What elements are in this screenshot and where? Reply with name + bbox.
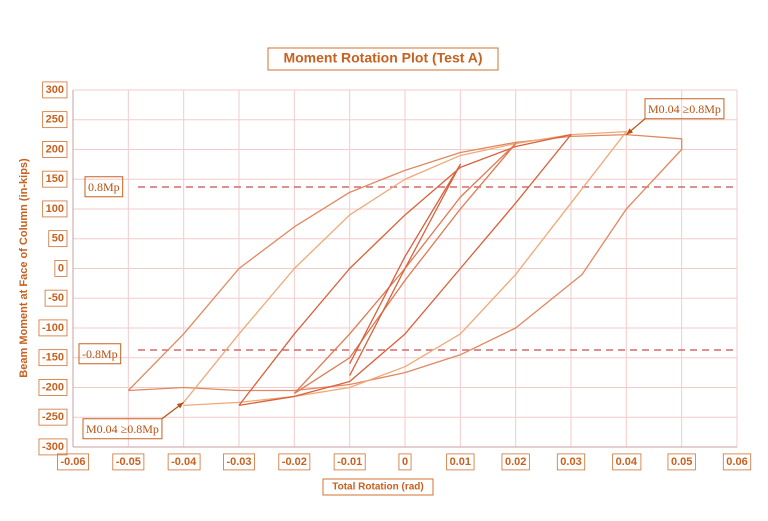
y-tick-label: -300: [42, 441, 64, 453]
y-tick-label: 300: [46, 84, 64, 96]
annotation: M0.04 ≥0.8Mp: [86, 422, 159, 436]
x-tick-label: -0.03: [226, 456, 251, 468]
y-tick-label: -200: [42, 381, 64, 393]
label-box: [38, 379, 68, 396]
label-box: [42, 111, 68, 129]
y-tick-label: 100: [46, 203, 64, 215]
annotation: 0.8Mp: [88, 180, 120, 194]
hysteresis-line: [293, 142, 517, 394]
y-tick-label: 200: [46, 143, 64, 155]
label-box: [42, 200, 68, 218]
label-box: [57, 453, 89, 471]
x-tick-label: -0.04: [171, 456, 197, 468]
x-tick-label: -0.02: [282, 456, 307, 468]
y-tick-label: 250: [46, 114, 64, 126]
label-box: [38, 349, 68, 367]
label-box: [167, 453, 201, 471]
label-box: [556, 453, 586, 471]
hysteresis-line: [183, 131, 627, 406]
label-box: [44, 289, 68, 307]
label-box: [278, 453, 311, 471]
label-box: [48, 230, 68, 248]
x-tick-label: 0.06: [726, 456, 747, 468]
y-axis-label: Beam Moment at Face of Column (in-kips): [18, 158, 30, 378]
x-axis-label: Total Rotation (rad): [332, 482, 423, 493]
y-tick-label: -150: [42, 352, 64, 364]
x-tick-label: 0.04: [616, 456, 638, 468]
label-box: [42, 141, 68, 158]
x-tick-label: 0.01: [450, 456, 471, 468]
y-tick-label: -250: [42, 411, 64, 423]
label-box: [612, 453, 642, 471]
xlabel-box: [322, 478, 434, 496]
x-tick-label: 0.02: [505, 456, 526, 468]
label-box: [667, 453, 696, 471]
y-tick-label: -100: [42, 322, 64, 334]
label-box: [38, 319, 68, 337]
annotation-box: [84, 176, 124, 198]
annotation: -0.8Mp: [82, 347, 118, 361]
annotation: M0.04 ≥0.8Mp: [648, 102, 721, 116]
label-box: [42, 170, 68, 188]
x-tick-label: -0.06: [60, 456, 85, 468]
label-box: [446, 453, 475, 471]
chart-title: Moment Rotation Plot (Test A): [283, 50, 482, 66]
label-box: [333, 453, 366, 471]
hysteresis-line: [238, 133, 572, 406]
hysteresis-line: [127, 133, 683, 392]
label-box: [38, 408, 68, 426]
annotation-box: [82, 418, 163, 440]
title-box: [267, 47, 499, 71]
label-box: [398, 453, 412, 471]
y-tick-label: 50: [52, 233, 64, 245]
x-tick-label: 0.03: [560, 456, 581, 468]
y-tick-label: -50: [48, 292, 64, 304]
y-tick-label: 0: [58, 262, 64, 274]
label-box: [54, 260, 68, 277]
y-tick-label: 150: [46, 173, 64, 185]
label-box: [223, 453, 255, 471]
label-box: [722, 453, 752, 471]
x-tick-label: -0.05: [116, 456, 141, 468]
label-box: [42, 81, 68, 99]
annotation-box: [78, 343, 122, 365]
arrow-head: [176, 402, 184, 409]
hysteresis-line: [349, 163, 461, 376]
arrow-head: [626, 128, 634, 135]
x-tick-label: -0.01: [337, 456, 362, 468]
x-tick-label: 0: [402, 456, 408, 468]
label-box: [112, 453, 145, 471]
label-box: [501, 453, 530, 471]
x-tick-label: 0.05: [671, 456, 692, 468]
annotation-box: [644, 98, 725, 120]
label-box: [38, 438, 68, 456]
